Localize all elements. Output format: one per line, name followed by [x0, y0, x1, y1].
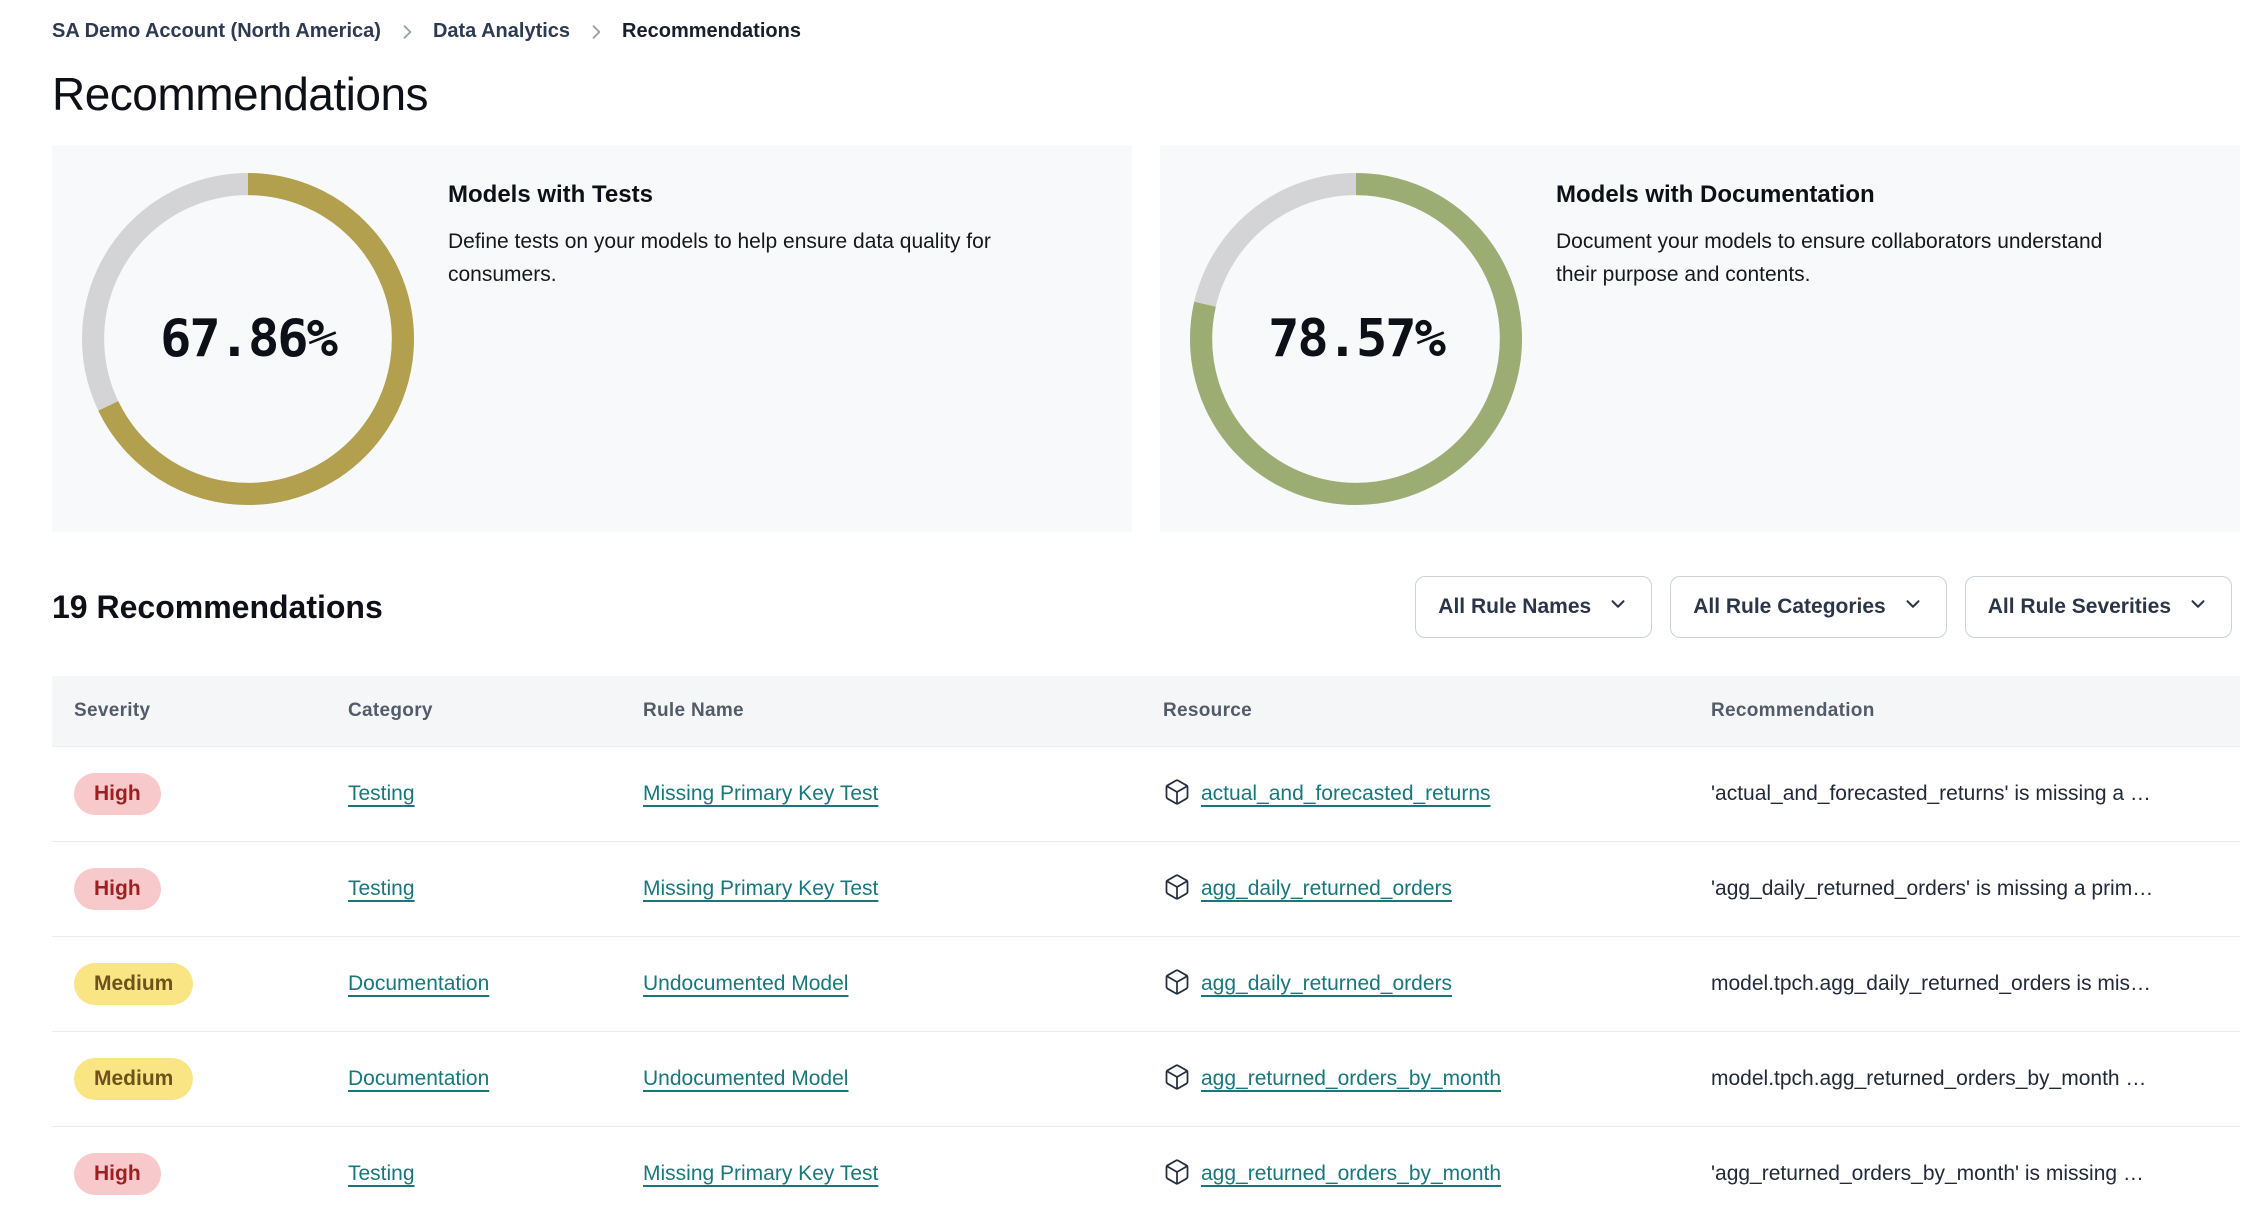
category-link[interactable]: Testing: [348, 782, 415, 805]
page-title: Recommendations: [52, 68, 429, 120]
card-models-with-tests: 67.86% Models with Tests Define tests on…: [52, 145, 1132, 532]
card-description: Define tests on your models to help ensu…: [448, 230, 991, 287]
filter-label: All Rule Severities: [1987, 595, 2171, 618]
card-models-with-documentation: 78.57% Models with Documentation Documen…: [1160, 145, 2240, 532]
column-header-category: Category: [348, 700, 433, 721]
table-row: High Testing Missing Primary Key Test ac…: [52, 746, 2240, 841]
table-row: High Testing Missing Primary Key Test ag…: [52, 841, 2240, 936]
severity-badge: High: [74, 1153, 161, 1195]
resource-link[interactable]: agg_daily_returned_orders: [1201, 877, 1453, 900]
filter-rule-severities-dropdown[interactable]: All Rule Severities: [1964, 576, 2232, 638]
table-row: Medium Documentation Undocumented Model …: [52, 936, 2240, 1031]
recommendations-table: Severity Category Rule Name Resource Rec…: [52, 676, 2240, 1221]
category-link[interactable]: Testing: [348, 877, 415, 900]
model-cube-icon: [1163, 968, 1191, 1001]
resource-link[interactable]: actual_and_forecasted_returns: [1201, 782, 1491, 805]
filter-label: All Rule Categories: [1693, 595, 1886, 618]
column-header-resource: Resource: [1163, 700, 1252, 721]
recommendation-text: model.tpch.agg_returned_orders_by_month …: [1711, 1067, 2147, 1090]
resource-link[interactable]: agg_returned_orders_by_month: [1201, 1162, 1502, 1185]
resource-link[interactable]: agg_returned_orders_by_month: [1201, 1067, 1502, 1090]
recommendations-count: 19 Recommendations: [52, 588, 383, 625]
breadcrumb: SA Demo Account (North America) Data Ana…: [52, 0, 2240, 43]
category-link[interactable]: Testing: [348, 1162, 415, 1185]
model-cube-icon: [1163, 873, 1191, 906]
model-cube-icon: [1163, 1158, 1191, 1191]
breadcrumb-current: Recommendations: [622, 20, 801, 42]
severity-badge: Medium: [74, 1058, 194, 1100]
card-description: Document your models to ensure collabora…: [1556, 230, 2103, 287]
chevron-down-icon: [2187, 593, 2209, 621]
severity-badge: Medium: [74, 963, 194, 1005]
table-row: High Testing Missing Primary Key Test ag…: [52, 1126, 2240, 1221]
recommendation-text: 'agg_returned_orders_by_month' is missin…: [1711, 1162, 2144, 1185]
rule-name-link[interactable]: Missing Primary Key Test: [643, 877, 879, 900]
filter-rule-categories-dropdown[interactable]: All Rule Categories: [1670, 576, 1947, 638]
filter-label: All Rule Names: [1438, 595, 1592, 618]
donut-percentage: 67.86%: [160, 309, 338, 369]
category-link[interactable]: Documentation: [348, 1067, 490, 1090]
severity-badge: High: [74, 773, 161, 815]
recommendation-text: 'actual_and_forecasted_returns' is missi…: [1711, 782, 2151, 805]
donut-chart-documentation: 78.57%: [1190, 173, 1522, 505]
breadcrumb-project-link[interactable]: Data Analytics: [432, 20, 571, 42]
rule-name-link[interactable]: Missing Primary Key Test: [643, 1162, 879, 1185]
rule-name-link[interactable]: Undocumented Model: [643, 972, 849, 995]
column-header-recommendation: Recommendation: [1711, 700, 1875, 721]
category-link[interactable]: Documentation: [348, 972, 490, 995]
recommendation-text: 'agg_daily_returned_orders' is missing a…: [1711, 877, 2154, 900]
filter-bar: All Rule Names All Rule Categories All R…: [1415, 576, 2232, 638]
rule-name-link[interactable]: Undocumented Model: [643, 1067, 849, 1090]
rule-name-link[interactable]: Missing Primary Key Test: [643, 782, 879, 805]
severity-badge: High: [74, 868, 161, 910]
card-title: Models with Documentation: [1556, 181, 1875, 208]
column-header-severity: Severity: [74, 700, 151, 721]
donut-percentage: 78.57%: [1268, 309, 1446, 369]
resource-link[interactable]: agg_daily_returned_orders: [1201, 972, 1453, 995]
table-row: Medium Documentation Undocumented Model …: [52, 1031, 2240, 1126]
filter-rule-names-dropdown[interactable]: All Rule Names: [1415, 576, 1653, 638]
donut-chart-tests: 67.86%: [82, 173, 414, 505]
chevron-right-icon: [397, 22, 417, 42]
model-cube-icon: [1163, 778, 1191, 811]
card-title: Models with Tests: [448, 181, 653, 208]
column-header-rule-name: Rule Name: [643, 700, 744, 721]
chevron-down-icon: [1607, 593, 1629, 621]
recommendation-text: model.tpch.agg_daily_returned_orders is …: [1711, 972, 2152, 995]
model-cube-icon: [1163, 1063, 1191, 1096]
chevron-down-icon: [1902, 593, 1924, 621]
chevron-right-icon: [586, 22, 606, 42]
breadcrumb-account-link[interactable]: SA Demo Account (North America): [52, 20, 381, 42]
summary-cards: 67.86% Models with Tests Define tests on…: [52, 145, 2240, 532]
table-header-row: Severity Category Rule Name Resource Rec…: [52, 676, 2240, 746]
